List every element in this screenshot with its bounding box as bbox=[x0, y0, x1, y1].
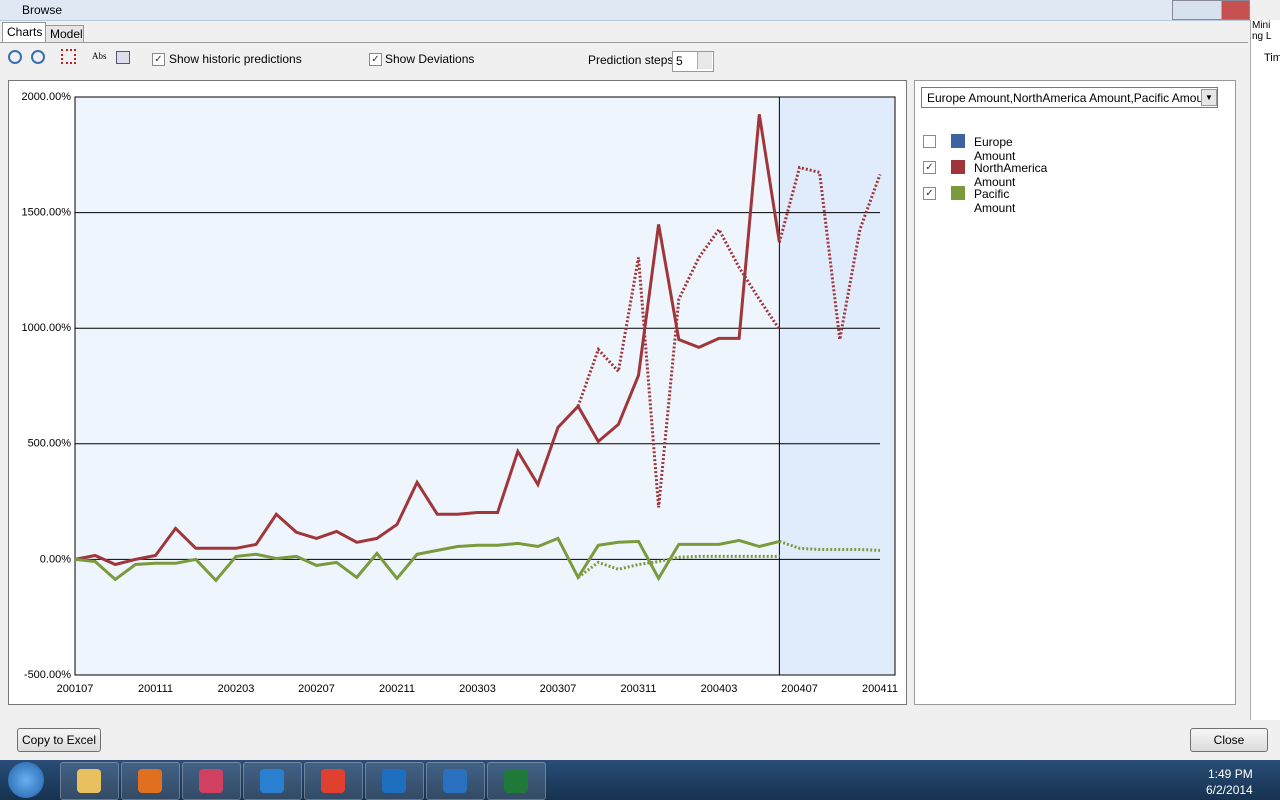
legend-checkbox[interactable]: ✓ bbox=[923, 161, 936, 174]
side-panel-text: Tim bbox=[1264, 52, 1280, 64]
y-tick-label: -500.00% bbox=[24, 669, 71, 681]
dropdown-arrow[interactable]: ▼ bbox=[1201, 89, 1217, 106]
series-dropdown[interactable] bbox=[921, 87, 1218, 108]
chart: -500.00% 0.00% 500.00% 1000.00% 1500.00% 2000… bbox=[21, 91, 898, 695]
x-tick-label: 200311 bbox=[621, 683, 657, 695]
abs-button[interactable]: Abs bbox=[92, 51, 107, 61]
x-tick-label: 200307 bbox=[540, 683, 577, 695]
app-icon bbox=[504, 769, 528, 793]
x-tick-label: 200107 bbox=[57, 683, 94, 695]
app-icon bbox=[199, 769, 223, 793]
legend-swatch bbox=[951, 134, 965, 148]
checkbox-label: Show Deviations bbox=[385, 52, 475, 66]
copy-icon[interactable] bbox=[116, 51, 130, 64]
x-tick-label: 200403 bbox=[701, 683, 738, 695]
historic-line bbox=[577, 554, 780, 579]
fit-icon[interactable] bbox=[61, 49, 76, 64]
taskbar-app[interactable] bbox=[365, 762, 424, 800]
legend-label: Pacific Amount bbox=[974, 187, 1016, 215]
app-icon bbox=[382, 769, 406, 793]
plot-area bbox=[74, 96, 896, 676]
x-tick-label: 200211 bbox=[379, 683, 415, 695]
start-button[interactable] bbox=[8, 762, 44, 798]
x-tick-label: 200407 bbox=[781, 683, 818, 695]
tab-label: Model bbox=[50, 27, 83, 41]
checkbox[interactable]: ✓ bbox=[152, 53, 165, 66]
app-icon bbox=[321, 769, 345, 793]
spinner[interactable] bbox=[697, 52, 712, 69]
side-panel bbox=[1250, 20, 1280, 720]
series-line bbox=[74, 536, 780, 583]
prediction-steps-label: Prediction steps bbox=[588, 53, 674, 67]
taskbar-app[interactable] bbox=[304, 762, 363, 800]
legend-swatch bbox=[951, 160, 965, 174]
forecast-line bbox=[777, 165, 882, 340]
y-tick-label: 1000.00% bbox=[21, 322, 71, 334]
x-tick-label: 200203 bbox=[218, 683, 255, 695]
copy-to-excel-button[interactable]: Copy to Excel bbox=[17, 728, 101, 752]
tab-panel bbox=[0, 42, 1248, 719]
taskbar-app[interactable] bbox=[182, 762, 241, 800]
series-line bbox=[74, 114, 781, 567]
y-tick-label: 2000.00% bbox=[21, 91, 71, 103]
title-bar bbox=[0, 0, 1250, 21]
taskbar-app[interactable] bbox=[426, 762, 485, 800]
close-button[interactable]: Close bbox=[1190, 728, 1268, 752]
tab-label: Charts bbox=[7, 25, 43, 39]
tab[interactable] bbox=[45, 25, 84, 43]
side-panel-text: ng L bbox=[1252, 31, 1272, 42]
prediction-steps-value: 5 bbox=[676, 54, 683, 68]
app-icon bbox=[77, 769, 101, 793]
legend-label: NorthAmerica Amount bbox=[974, 161, 1048, 189]
legend-panel bbox=[914, 80, 1236, 705]
legend-checkbox[interactable]: ✓ bbox=[923, 187, 936, 200]
side-panel-text: Mini bbox=[1252, 20, 1271, 31]
y-tick-label: 1500.00% bbox=[21, 207, 71, 219]
window-controls[interactable] bbox=[1172, 0, 1250, 20]
clock-time: 1:49 PM bbox=[1208, 767, 1253, 781]
taskbar-app[interactable] bbox=[121, 762, 180, 800]
legend-swatch bbox=[951, 186, 965, 200]
legend-checkbox[interactable] bbox=[923, 135, 936, 148]
taskbar-app[interactable] bbox=[243, 762, 302, 800]
app-icon bbox=[138, 769, 162, 793]
app-icon bbox=[443, 769, 467, 793]
legend-label: Europe Amount bbox=[974, 135, 1016, 163]
x-tick-label: 200111 bbox=[138, 683, 173, 695]
zoom-in-icon[interactable] bbox=[8, 50, 22, 64]
zoom-out-icon[interactable] bbox=[31, 50, 45, 64]
checkbox[interactable]: ✓ bbox=[369, 53, 382, 66]
y-tick-label: 0.00% bbox=[40, 553, 71, 565]
clock-date: 6/2/2014 bbox=[1206, 783, 1253, 797]
app-icon bbox=[260, 769, 284, 793]
forecast-region bbox=[779, 98, 894, 674]
taskbar-app[interactable] bbox=[487, 762, 546, 800]
x-tick-label: 200303 bbox=[459, 683, 496, 695]
x-tick-label: 200411 bbox=[862, 683, 898, 695]
y-tick-label: 500.00% bbox=[28, 438, 72, 450]
forecast-line bbox=[778, 539, 881, 552]
series-dropdown-text: Europe Amount,NorthAmerica Amount,Pacifi… bbox=[927, 91, 1214, 105]
x-tick-label: 200207 bbox=[298, 683, 335, 695]
checkbox-label: Show historic predictions bbox=[169, 52, 302, 66]
taskbar-app[interactable] bbox=[60, 762, 119, 800]
window-title: Browse bbox=[22, 3, 63, 17]
